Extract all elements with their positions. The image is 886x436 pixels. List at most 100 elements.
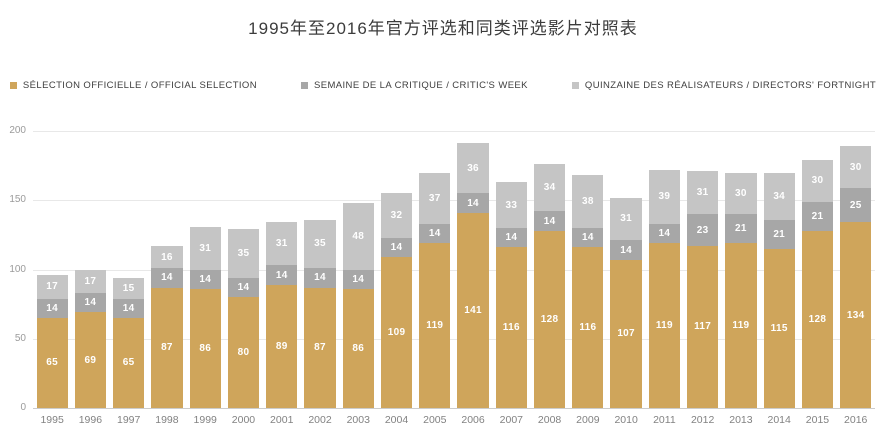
bar-segment-official-selection-2015: 128: [801, 230, 834, 408]
bar-segment-critics-week-2004: 14: [380, 237, 413, 258]
x-tick-label-2015: 2015: [805, 414, 830, 426]
bar-segment-official-selection-1998: 87: [151, 287, 183, 408]
value-label-official-selection-1996: 69: [84, 354, 97, 366]
y-tick-label-200: 200: [9, 125, 26, 136]
value-label-critics-week-2002: 14: [314, 272, 326, 284]
x-tick-label-2013: 2013: [729, 414, 753, 426]
x-tick-label-2005: 2005: [423, 414, 447, 426]
bar-segment-critics-week-2000: 14: [227, 277, 260, 298]
value-label-directors-fortnight-2006: 36: [467, 162, 479, 174]
value-label-critics-week-2015: 21: [811, 210, 824, 222]
bar-segment-directors-fortnight-1995: 17: [36, 275, 68, 299]
bar-1996: 17 14 69 1996: [74, 131, 107, 426]
value-label-critics-week-2005: 14: [428, 228, 441, 239]
bar-segment-official-selection-2011: 119: [648, 243, 681, 408]
bar-segment-critics-week-2009: 14: [572, 227, 604, 248]
value-label-official-selection-2010: 107: [617, 328, 635, 340]
gridline-150: [33, 200, 875, 202]
bar-2008: 34 14 128 2008: [533, 131, 566, 426]
bar-2001: 31 14 89 2001: [266, 131, 298, 426]
bar-segment-critics-week-1995: 14: [36, 298, 68, 318]
value-label-critics-week-2009: 14: [581, 232, 594, 244]
value-label-critics-week-2000: 14: [237, 282, 250, 294]
legend-swatch-official-selection: [9, 82, 17, 89]
legend-swatch-critics-week: [301, 82, 308, 89]
x-tick-label-2004: 2004: [384, 414, 409, 426]
legend-label-critics-week: SEMAINE DE LA CRITIQUE / CRITIC'S WEEK: [314, 80, 528, 91]
bar-segment-critics-week-2014: 21: [763, 219, 795, 249]
value-label-official-selection-2003: 86: [352, 342, 365, 354]
value-label-official-selection-2002: 87: [314, 342, 326, 354]
value-label-critics-week-1998: 14: [161, 272, 173, 284]
gridline-100: [33, 269, 875, 271]
bar-2004: 32 14 109 2004: [380, 131, 413, 426]
value-label-directors-fortnight-2001: 31: [275, 238, 288, 250]
legend-label-directors-fortnight: QUINZAINE DES RÉALISATEURS / DIRECTORS' …: [584, 80, 877, 91]
bar-segment-directors-fortnight-2007: 33: [495, 182, 527, 228]
value-label-critics-week-2001: 14: [275, 269, 288, 281]
value-label-official-selection-2012: 117: [694, 321, 712, 333]
value-label-directors-fortnight-2010: 31: [620, 213, 632, 225]
bar-segment-official-selection-2006: 141: [457, 212, 489, 408]
bar-2007: 33 14 116 2007: [495, 131, 527, 426]
y-tick-label-100: 100: [9, 263, 26, 275]
value-label-critics-week-1995: 14: [46, 302, 58, 314]
x-tick-label-2010: 2010: [614, 414, 638, 426]
bar-2012: 31 23 117 2012: [687, 131, 719, 426]
bar-segment-directors-fortnight-2003: 48: [342, 203, 374, 270]
value-label-critics-week-1997: 14: [122, 302, 135, 314]
bar-segment-directors-fortnight-2004: 32: [380, 193, 413, 238]
bar-segment-directors-fortnight-2010: 31: [610, 197, 642, 241]
value-label-official-selection-1995: 65: [46, 357, 58, 369]
value-label-directors-fortnight-2002: 35: [314, 238, 326, 250]
bar-segment-official-selection-2001: 89: [266, 284, 298, 408]
bar-segment-critics-week-2013: 21: [725, 214, 757, 244]
bar-segment-directors-fortnight-2011: 39: [648, 169, 681, 224]
value-label-directors-fortnight-2008: 34: [543, 182, 556, 194]
gridline-200: [33, 131, 875, 132]
bar-2000: 35 14 80 2000: [227, 131, 260, 426]
bar-segment-directors-fortnight-2013: 30: [725, 172, 757, 215]
value-label-directors-fortnight-2012: 31: [696, 187, 709, 199]
bar-1998: 16 14 87 1998: [151, 131, 183, 426]
bar-segment-critics-week-2007: 14: [495, 227, 527, 248]
value-label-critics-week-2016: 25: [849, 199, 862, 211]
bar-segment-directors-fortnight-1999: 31: [189, 226, 221, 270]
value-label-official-selection-2008: 128: [540, 313, 559, 325]
bar-segment-official-selection-2009: 116: [572, 247, 604, 408]
bar-2003: 48 14 86 2003: [342, 131, 374, 426]
bar-segment-official-selection-2000: 80: [227, 297, 260, 408]
legend: SÉLECTION OFFICIELLE / OFFICIAL SELECTIO…: [0, 80, 886, 91]
gridline-0: [33, 408, 875, 409]
legend-item-official-selection: SÉLECTION OFFICIELLE / OFFICIAL SELECTIO…: [9, 80, 257, 91]
bar-segment-directors-fortnight-1997: 15: [113, 277, 145, 299]
bar-segment-critics-week-2015: 21: [801, 201, 834, 231]
bar-segment-critics-week-2008: 14: [533, 211, 566, 231]
value-label-directors-fortnight-2009: 38: [581, 196, 594, 208]
value-label-directors-fortnight-1995: 17: [46, 281, 58, 293]
y-tick-label-0: 0: [20, 402, 26, 413]
bar-2010: 31 14 107 2010: [610, 131, 642, 426]
value-label-official-selection-1998: 87: [161, 342, 173, 354]
value-label-critics-week-2007: 14: [505, 232, 518, 244]
x-tick-label-2003: 2003: [346, 414, 370, 426]
value-label-directors-fortnight-1998: 16: [161, 251, 173, 263]
bar-2009: 38 14 116 2009: [572, 131, 604, 426]
bar-segment-directors-fortnight-2006: 36: [457, 143, 489, 194]
value-label-official-selection-2007: 116: [502, 322, 520, 334]
bar-segment-critics-week-1999: 14: [189, 269, 221, 289]
bar-segment-official-selection-2002: 87: [304, 287, 336, 408]
value-label-directors-fortnight-2011: 39: [658, 191, 671, 203]
value-label-official-selection-2009: 116: [579, 322, 597, 334]
bar-1997: 15 14 65 1997: [113, 131, 145, 426]
bar-segment-official-selection-1995: 65: [36, 317, 68, 408]
x-tick-label-2012: 2012: [690, 414, 715, 426]
bar-2013: 30 21 119 2013: [725, 131, 757, 426]
value-label-directors-fortnight-1996: 17: [84, 275, 97, 287]
legend-swatch-directors-fortnight: [571, 82, 579, 89]
bar-2011: 39 14 119 2011: [648, 131, 681, 426]
value-label-critics-week-2006: 14: [467, 197, 479, 209]
x-tick-label-2000: 2000: [231, 414, 256, 426]
value-label-official-selection-1997: 65: [122, 357, 135, 369]
